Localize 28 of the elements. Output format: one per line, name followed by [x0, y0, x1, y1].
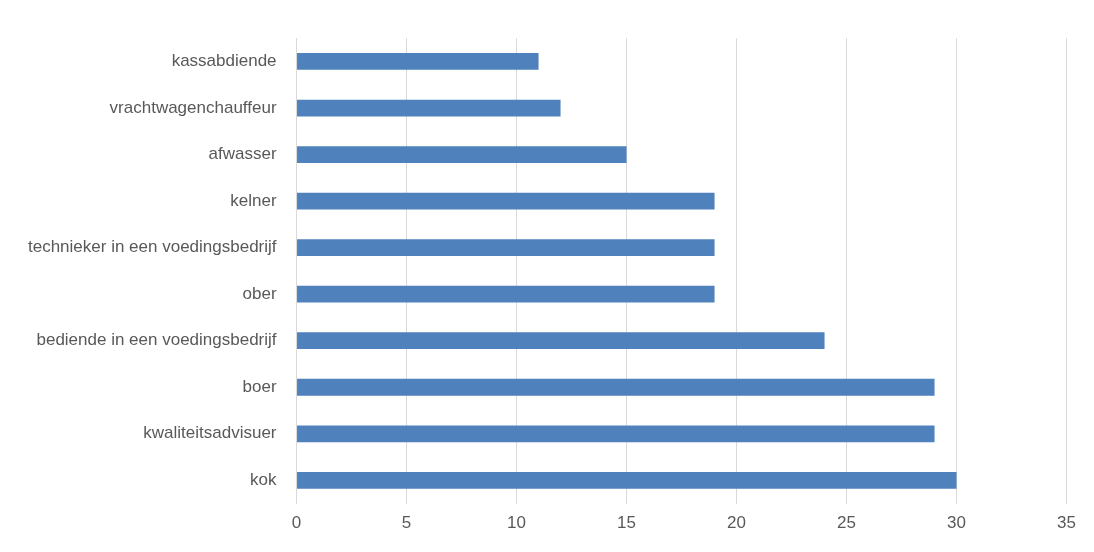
x-tick-label: 5 [401, 513, 412, 533]
y-tick-label: technieker in een voedingsbedrijf [27, 237, 277, 257]
bar [297, 146, 627, 163]
x-tick-label: 10 [507, 513, 527, 533]
y-tick-label: kok [250, 470, 278, 490]
bar [297, 192, 715, 210]
y-tick-label: boer [242, 376, 277, 396]
y-tick-label: kwaliteitsadvisuer [143, 423, 277, 443]
y-tick-label: bediende in een voedingsbedrijf [36, 330, 277, 350]
y-tick-label: ober [242, 283, 277, 303]
bar [297, 53, 539, 70]
bar [297, 425, 935, 443]
bar [297, 285, 715, 303]
x-tick-label: 0 [291, 513, 302, 533]
x-tick-label: 15 [617, 513, 637, 533]
bar [297, 471, 957, 489]
y-tick-label: vrachtwagenchauffeur [109, 97, 277, 117]
bar [297, 378, 935, 396]
x-tick-label: 30 [947, 513, 967, 533]
x-tick-label: 25 [837, 513, 857, 533]
y-tick-label: afwasser [208, 144, 277, 164]
bar [297, 239, 715, 257]
x-tick-label: 20 [727, 513, 747, 533]
x-tick-label: 35 [1057, 513, 1077, 533]
bar [297, 332, 825, 350]
bar [297, 99, 561, 117]
y-tick-label: kelner [230, 190, 277, 210]
y-tick-label: kassabdiende [171, 51, 277, 71]
